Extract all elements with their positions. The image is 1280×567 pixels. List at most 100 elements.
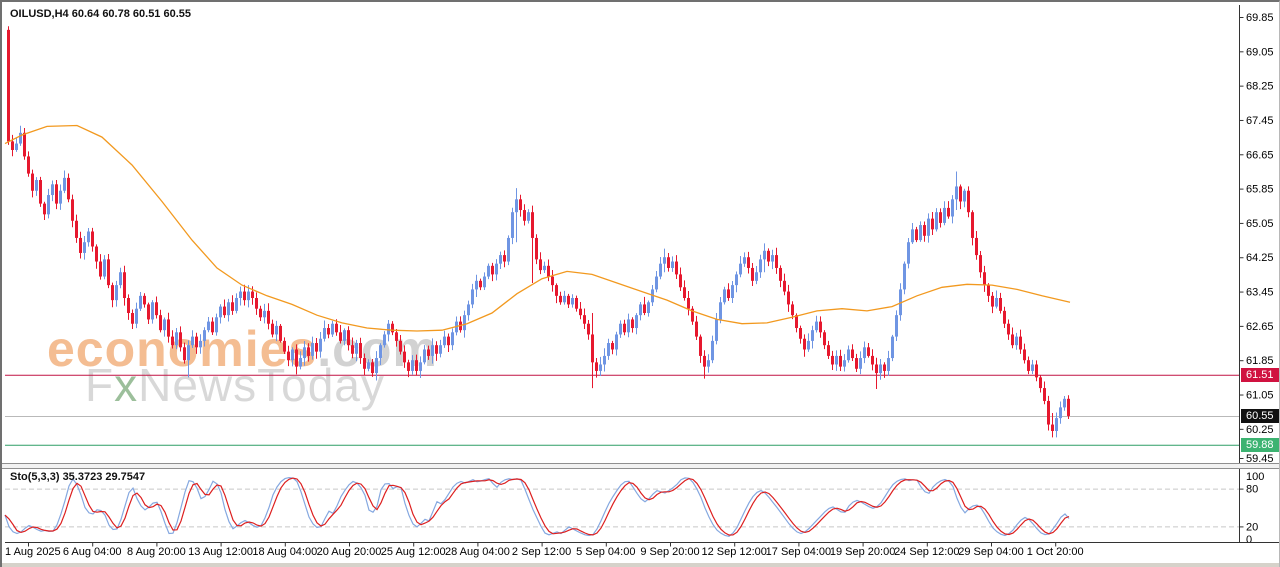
bear-candle-body xyxy=(799,328,802,339)
bull-candle-body xyxy=(139,295,142,309)
sto-axis-label: 20 xyxy=(1246,521,1258,533)
time-axis-label: 8 Aug 20:00 xyxy=(127,546,186,558)
bear-candle-body xyxy=(339,332,342,341)
sto-axis-label: 100 xyxy=(1246,471,1264,483)
bear-candle-body xyxy=(159,315,162,331)
bull-candle-body xyxy=(811,330,814,341)
bull-candle-body xyxy=(895,315,898,337)
stochastic-pane[interactable] xyxy=(4,476,1239,537)
bear-candle-body xyxy=(939,212,942,223)
bear-candle-body xyxy=(179,332,182,348)
price-axis-label: 61.85 xyxy=(1246,355,1274,367)
bear-candle-body xyxy=(67,177,70,200)
bear-candle-body xyxy=(447,336,450,346)
bull-candle-body xyxy=(847,349,850,361)
bear-candle-body xyxy=(1023,349,1026,361)
bear-candle-body xyxy=(503,255,506,262)
bear-candle-body xyxy=(779,267,782,281)
bull-candle-body xyxy=(603,355,606,365)
bear-candle-body xyxy=(399,340,402,352)
bull-candle-body xyxy=(543,265,546,271)
bull-candle-body xyxy=(739,263,742,275)
ma-polyline xyxy=(4,124,1071,332)
bull-candle-body xyxy=(719,302,722,320)
bull-candle-body xyxy=(887,358,890,371)
bear-candle-body xyxy=(871,355,874,365)
bull-candle-body xyxy=(467,304,470,316)
bear-candle-body xyxy=(1019,336,1022,350)
bull-candle-body xyxy=(83,242,86,253)
bull-candle-body xyxy=(863,347,866,359)
bear-candle-body xyxy=(979,255,982,273)
bear-candle-body xyxy=(971,212,974,238)
bear-candle-body xyxy=(283,340,286,352)
bull-candle-body xyxy=(419,362,422,371)
bull-candle-body xyxy=(219,306,222,318)
bear-candle-body xyxy=(683,287,686,298)
bear-candle-body xyxy=(1039,377,1042,389)
bear-candle-body xyxy=(307,347,310,356)
bull-candle-body xyxy=(175,332,178,346)
time-axis-label: 25 Aug 12:00 xyxy=(381,546,446,558)
bull-candle-body xyxy=(411,360,414,371)
bear-candle-body xyxy=(155,302,158,316)
bull-candle-body xyxy=(843,360,846,367)
bear-candle-body xyxy=(579,308,582,316)
bear-candle-body xyxy=(107,259,110,286)
bull-candle-body xyxy=(671,261,674,268)
bull-candle-body xyxy=(807,340,810,350)
bull-candle-body xyxy=(859,358,862,369)
bull-candle-body xyxy=(199,340,202,348)
bear-candle-body xyxy=(143,295,146,305)
bull-candle-body xyxy=(275,325,278,335)
bull-candle-body xyxy=(903,263,906,290)
bull-candle-body xyxy=(323,328,326,339)
bull-candle-body xyxy=(715,319,718,341)
price-axis-label: 60.25 xyxy=(1246,424,1274,436)
bull-candle-body xyxy=(191,336,194,346)
price-axis[interactable]: 69.85 69.05 68.25 67.45 66.65 65.85 65.05 64.25… xyxy=(1239,5,1274,546)
bear-candle-body xyxy=(231,302,234,311)
bear-candle-body xyxy=(883,364,886,371)
bull-candle-body xyxy=(495,263,498,275)
bull-candle-body xyxy=(423,349,426,363)
bull-candle-body xyxy=(615,334,618,350)
bull-candle-body xyxy=(63,177,66,191)
bull-candle-body xyxy=(771,255,774,262)
time-axis-label: 17 Sep 04:00 xyxy=(766,546,831,558)
time-axis-label: 18 Aug 04:00 xyxy=(252,546,317,558)
bear-candle-body xyxy=(147,304,150,320)
bear-candle-body xyxy=(531,212,534,238)
bear-candle-body xyxy=(95,246,98,262)
bull-candle-body xyxy=(367,362,370,369)
watermark-text: F xyxy=(85,359,115,411)
bear-candle-body xyxy=(915,229,918,241)
bull-candle-body xyxy=(639,304,642,316)
bear-candle-body xyxy=(875,364,878,374)
watermark-text: NewsToday xyxy=(138,359,385,411)
bear-candle-body xyxy=(243,291,246,301)
bear-candle-body xyxy=(687,297,690,309)
bull-candle-body xyxy=(343,330,346,341)
price-axis-label: 63.45 xyxy=(1246,287,1274,299)
bear-candle-body xyxy=(259,308,262,318)
bear-candle-body xyxy=(787,291,790,305)
bull-candle-body xyxy=(487,265,490,277)
bear-candle-body xyxy=(1043,388,1046,401)
bear-candle-body xyxy=(535,237,538,260)
bull-candle-body xyxy=(911,229,914,243)
bull-candle-body xyxy=(1063,398,1066,408)
time-axis-label: 19 Sep 20:00 xyxy=(830,546,895,558)
bull-candle-body xyxy=(763,250,766,260)
bear-candle-body xyxy=(819,321,822,333)
bear-candle-body xyxy=(1003,310,1006,324)
bull-candle-body xyxy=(59,190,62,204)
time-axis-label: 6 Aug 04:00 xyxy=(63,546,122,558)
price-axis-label: 65.85 xyxy=(1246,184,1274,196)
bear-candle-body xyxy=(999,297,1002,311)
bear-candle-body xyxy=(55,184,58,204)
bear-candle-body xyxy=(967,190,970,213)
pane-separator[interactable] xyxy=(2,463,1279,469)
time-axis[interactable]: 1 Aug 2025 6 Aug 04:00 8 Aug 20:00 13 Aug 1… xyxy=(5,542,1280,559)
